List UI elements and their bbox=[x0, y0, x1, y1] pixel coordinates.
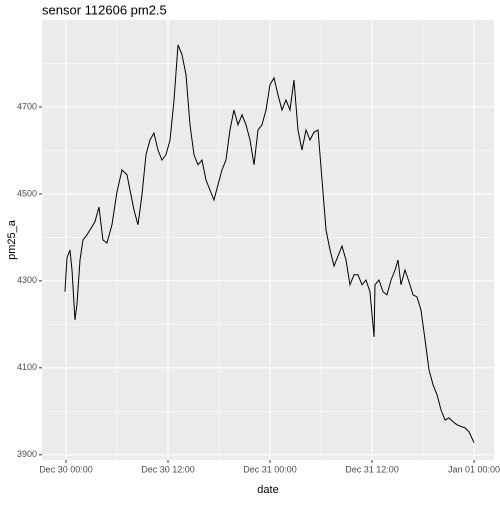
x-tick-label: Dec 30 00:00 bbox=[39, 464, 93, 474]
x-tick-label: Dec 31 12:00 bbox=[345, 464, 399, 474]
y-tick-label: 4100 bbox=[17, 362, 37, 372]
x-tick-label: Dec 30 12:00 bbox=[141, 464, 195, 474]
y-tick-label: 4500 bbox=[17, 188, 37, 198]
panel bbox=[42, 20, 494, 460]
chart-title: sensor 112606 pm2.5 bbox=[42, 2, 167, 17]
x-tick-label: Dec 31 00:00 bbox=[243, 464, 297, 474]
y-tick-label: 4300 bbox=[17, 275, 37, 285]
y-axis-label: pm25_a bbox=[6, 219, 18, 260]
x-axis-label: date bbox=[257, 484, 278, 496]
x-tick-label: Jan 01 00:00 bbox=[448, 464, 500, 474]
y-tick-label: 4700 bbox=[17, 101, 37, 111]
y-tick-label: 3900 bbox=[17, 449, 37, 459]
line bbox=[64, 44, 475, 443]
